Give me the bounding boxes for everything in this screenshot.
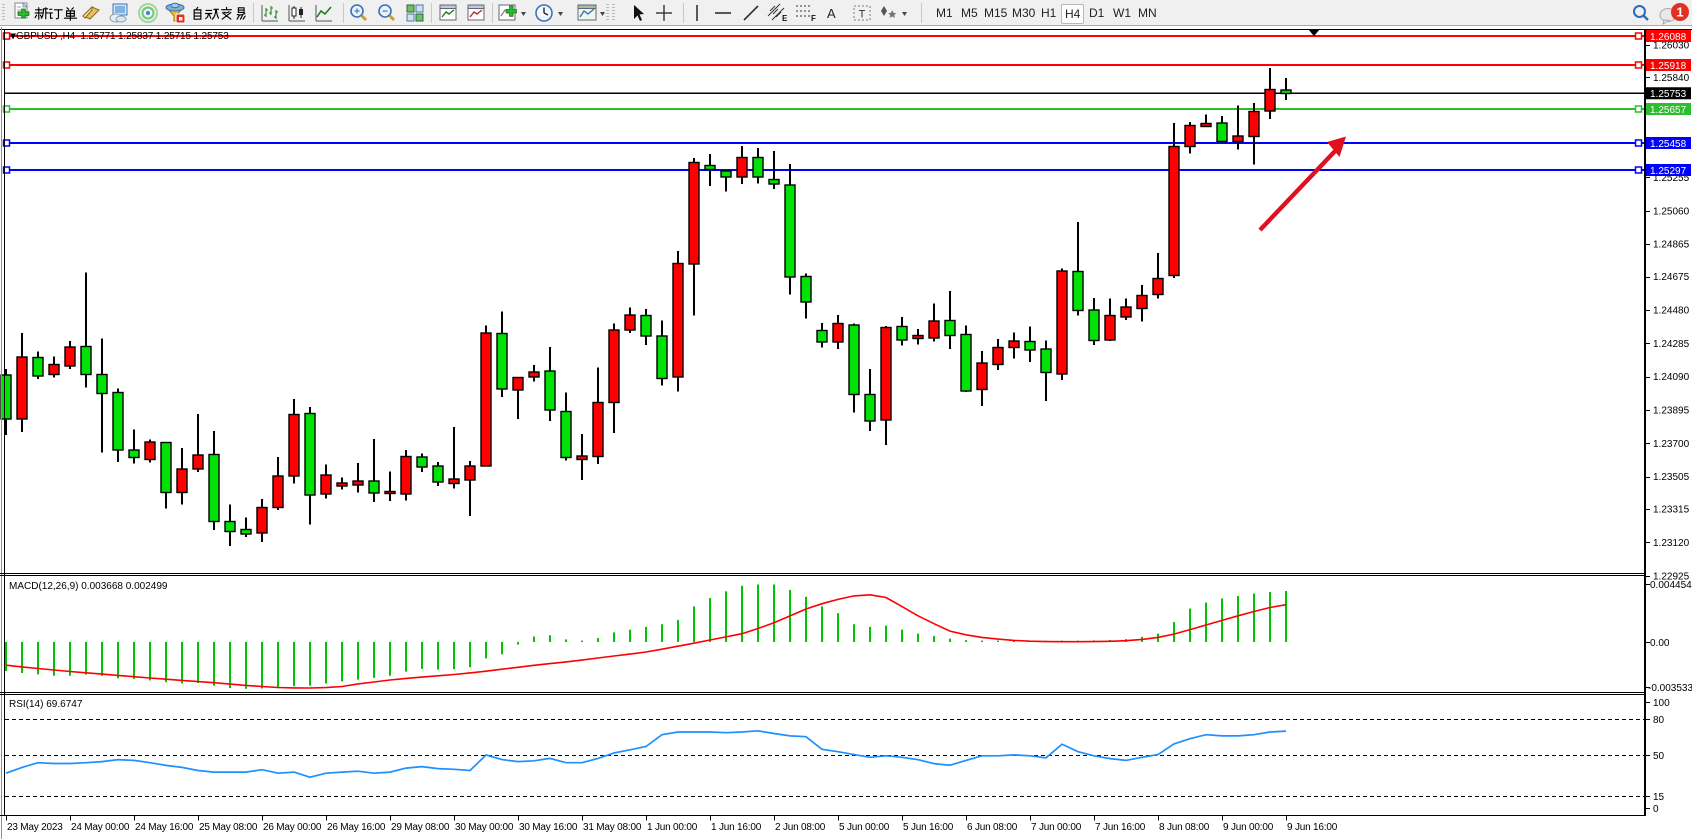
svg-text:1.24865: 1.24865 (1653, 240, 1690, 251)
svg-text:1.23700: 1.23700 (1653, 439, 1690, 450)
svg-text:1.26088: 1.26088 (1650, 32, 1687, 43)
svg-text:1.23895: 1.23895 (1653, 406, 1690, 417)
svg-text:0.004454: 0.004454 (1650, 580, 1692, 591)
svg-text:1.23505: 1.23505 (1653, 472, 1690, 483)
svg-text:1.25918: 1.25918 (1650, 61, 1687, 72)
svg-text:1.24285: 1.24285 (1653, 339, 1690, 350)
svg-text:1.25657: 1.25657 (1650, 105, 1687, 116)
svg-text:26 May 16:00: 26 May 16:00 (327, 822, 386, 833)
svg-text:26 May 00:00: 26 May 00:00 (263, 822, 322, 833)
svg-text:6 Jun 08:00: 6 Jun 08:00 (967, 822, 1018, 833)
svg-text:1.24090: 1.24090 (1653, 372, 1690, 383)
svg-text:30 May 00:00: 30 May 00:00 (455, 822, 514, 833)
svg-text:0.00: 0.00 (1650, 638, 1670, 649)
svg-text:1.23315: 1.23315 (1653, 505, 1690, 516)
svg-text:24 May 16:00: 24 May 16:00 (135, 822, 194, 833)
svg-text:50: 50 (1653, 751, 1665, 762)
svg-text:23 May 2023: 23 May 2023 (7, 822, 63, 833)
svg-text:1: 1 (1676, 5, 1683, 20)
svg-text:15: 15 (1653, 792, 1665, 803)
svg-text:1 Jun 16:00: 1 Jun 16:00 (711, 822, 762, 833)
svg-text:31 May 08:00: 31 May 08:00 (583, 822, 642, 833)
svg-text:80: 80 (1653, 715, 1665, 726)
svg-text:1.25297: 1.25297 (1650, 166, 1687, 177)
svg-text:1.24480: 1.24480 (1653, 306, 1690, 317)
svg-text:5 Jun 00:00: 5 Jun 00:00 (839, 822, 890, 833)
svg-text:F: F (811, 14, 816, 23)
svg-text:9 Jun 00:00: 9 Jun 00:00 (1223, 822, 1274, 833)
svg-text:-0.003533: -0.003533 (1648, 683, 1692, 694)
svg-text:−: − (382, 7, 388, 18)
svg-text:1.26030: 1.26030 (1653, 41, 1690, 52)
svg-text:1.25753: 1.25753 (1650, 89, 1687, 100)
svg-text:24 May 00:00: 24 May 00:00 (71, 822, 130, 833)
svg-text:8 Jun 08:00: 8 Jun 08:00 (1159, 822, 1210, 833)
svg-text:1 Jun 00:00: 1 Jun 00:00 (647, 822, 698, 833)
svg-text:RSI(14) 69.6747: RSI(14) 69.6747 (9, 699, 83, 710)
svg-text:7 Jun 00:00: 7 Jun 00:00 (1031, 822, 1082, 833)
svg-text:1.22925: 1.22925 (1653, 571, 1690, 582)
svg-text:MACD(12,26,9) 0.003668 0.00249: MACD(12,26,9) 0.003668 0.002499 (9, 581, 168, 592)
svg-text:GBPUSD ,H4 1.25771 1.25837 1.: GBPUSD ,H4 1.25771 1.25837 1.25715 1.257… (16, 31, 229, 42)
svg-text:1.25255: 1.25255 (1653, 173, 1690, 184)
svg-text:1.23120: 1.23120 (1653, 538, 1690, 549)
svg-text:7 Jun 16:00: 7 Jun 16:00 (1095, 822, 1146, 833)
svg-text:0: 0 (1653, 804, 1659, 815)
svg-text:1.25060: 1.25060 (1653, 206, 1690, 217)
svg-text:2 Jun 08:00: 2 Jun 08:00 (775, 822, 826, 833)
svg-text:5 Jun 16:00: 5 Jun 16:00 (903, 822, 954, 833)
svg-text:1.25840: 1.25840 (1653, 73, 1690, 84)
svg-text:T: T (859, 9, 866, 21)
svg-text:30 May 16:00: 30 May 16:00 (519, 822, 578, 833)
svg-text:1.25458: 1.25458 (1650, 139, 1687, 150)
svg-text:+: + (354, 7, 360, 18)
svg-text:100: 100 (1653, 698, 1670, 709)
svg-text:9 Jun 16:00: 9 Jun 16:00 (1287, 822, 1338, 833)
svg-text:25 May 08:00: 25 May 08:00 (199, 822, 258, 833)
svg-text:1.24675: 1.24675 (1653, 272, 1690, 283)
svg-text:29 May 08:00: 29 May 08:00 (391, 822, 450, 833)
svg-text:E: E (782, 14, 788, 23)
